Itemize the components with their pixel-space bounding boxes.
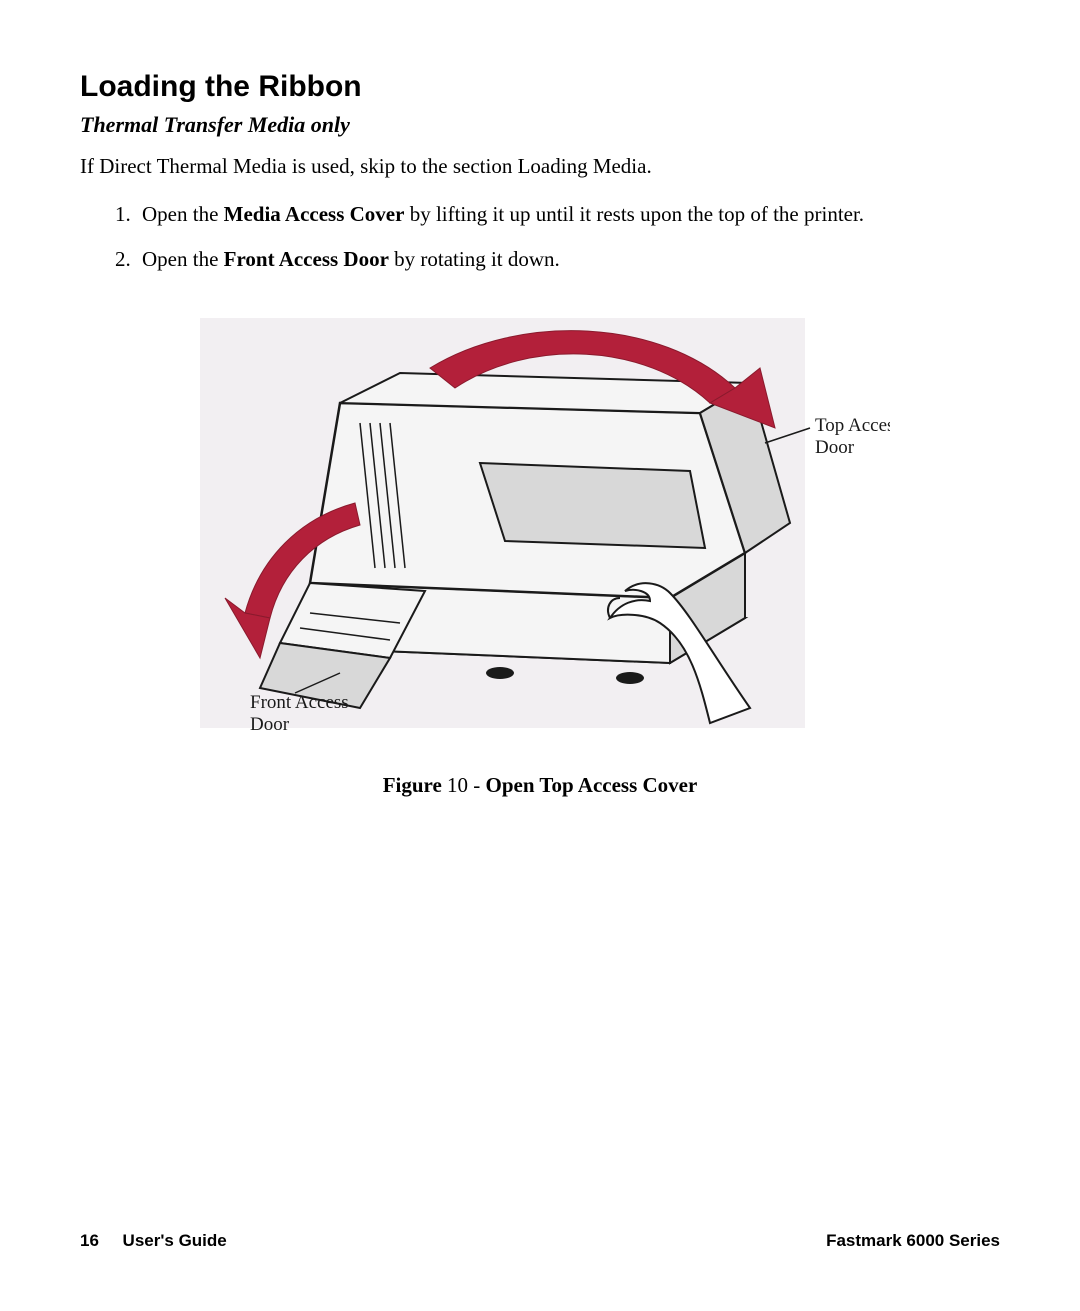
figure-illustration: Top AccessDoorFront AccessDoor — [190, 313, 890, 743]
step-2-suffix: by rotating it down. — [389, 247, 560, 271]
figure-caption-title: Open Top Access Cover — [486, 773, 698, 797]
section-subtitle: Thermal Transfer Media only — [80, 112, 1000, 138]
step-2-prefix: Open the — [142, 247, 224, 271]
footer-left: 16 User's Guide — [80, 1231, 227, 1251]
step-1-bold: Media Access Cover — [224, 202, 405, 226]
footer-right: Fastmark 6000 Series — [826, 1231, 1000, 1251]
step-1-suffix: by lifting it up until it rests upon the… — [404, 202, 864, 226]
label-top-access-door: Door — [815, 437, 855, 458]
figure-caption-prefix: Figure — [383, 773, 447, 797]
label-front-access-door: Door — [250, 714, 290, 735]
steps-list: Open the Media Access Cover by lifting i… — [80, 200, 1000, 273]
footer-left-label: User's Guide — [123, 1231, 227, 1250]
step-2: Open the Front Access Door by rotating i… — [136, 245, 1000, 273]
figure-caption-number: 10 — [447, 773, 468, 797]
section-heading: Loading the Ribbon — [80, 70, 1000, 104]
label-front-access-door: Front Access — [250, 692, 349, 713]
step-1: Open the Media Access Cover by lifting i… — [136, 200, 1000, 228]
footer-page-number: 16 — [80, 1231, 99, 1250]
intro-paragraph: If Direct Thermal Media is used, skip to… — [80, 152, 1000, 180]
figure-caption-sep: - — [468, 773, 486, 797]
step-2-bold: Front Access Door — [224, 247, 389, 271]
step-1-prefix: Open the — [142, 202, 224, 226]
figure-caption: Figure 10 - Open Top Access Cover — [80, 773, 1000, 798]
label-top-access-door: Top Access — [815, 415, 890, 436]
page-footer: 16 User's Guide Fastmark 6000 Series — [80, 1231, 1000, 1251]
